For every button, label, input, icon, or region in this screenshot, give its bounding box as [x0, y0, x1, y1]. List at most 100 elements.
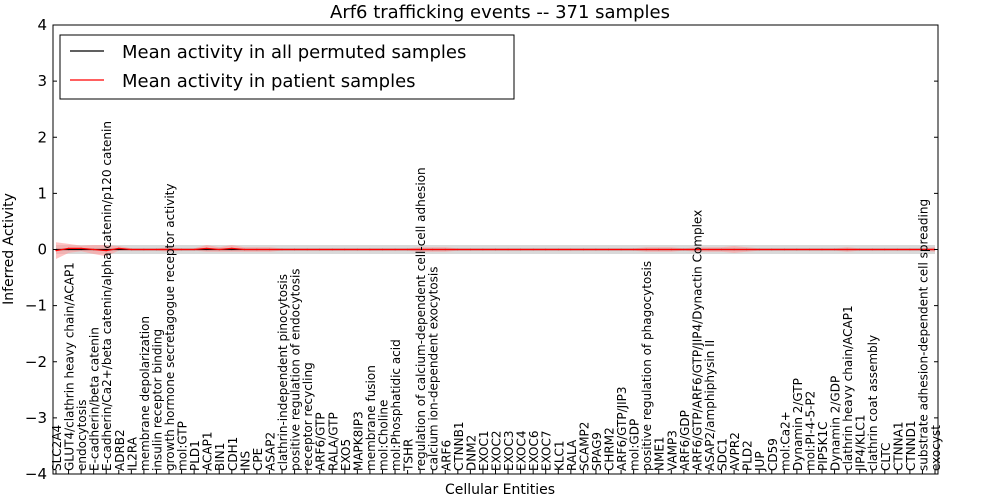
- patient-band: [56, 242, 935, 259]
- patient-point: [708, 248, 710, 251]
- x-tick-label: receptor recycling: [301, 362, 315, 471]
- y-axis-label: Inferred Activity: [1, 193, 17, 305]
- legend-box: [59, 34, 515, 100]
- y-tick-label: 4: [37, 16, 47, 34]
- x-tick-label: Dynamin 2/GDP: [829, 376, 843, 471]
- x-tick-label: ARF6/GDP: [678, 410, 692, 471]
- x-tick-label: ADRB2: [113, 429, 127, 471]
- permuted-point: [118, 248, 120, 251]
- patient-point: [80, 247, 82, 249]
- patient-point: [105, 250, 107, 252]
- patient-point: [746, 248, 748, 251]
- x-tick-label: insulin receptor binding: [151, 329, 165, 471]
- patient-point: [432, 248, 434, 251]
- plot-area: [55, 242, 936, 259]
- x-tick-label: CTNND1: [904, 420, 918, 471]
- x-tick-label: RALA: [565, 439, 579, 471]
- patient-point: [457, 248, 459, 251]
- x-tick-label: PLD1: [188, 440, 202, 471]
- x-tick-label: SPAG9: [590, 432, 604, 471]
- x-tick-label: PLD2: [741, 440, 755, 471]
- patient-point: [55, 250, 57, 252]
- x-tick-label: EXOC6: [527, 431, 541, 472]
- x-tick-label: ARF6/GTP: [314, 412, 328, 471]
- patient-point: [281, 248, 283, 251]
- patient-point: [206, 247, 208, 249]
- x-tick-label: ARF6/GTP/ARF6/GTP/JIP4/Dynactin Complex: [690, 210, 704, 471]
- permuted-point: [105, 248, 107, 251]
- patient-point: [720, 248, 723, 251]
- patient-point: [243, 248, 245, 251]
- patient-point: [633, 248, 635, 251]
- x-tick-label: clathrin-independent pinocytosis: [276, 274, 290, 471]
- x-tick-label: EXO5: [339, 439, 353, 471]
- x-tick-label: ASAP2: [264, 432, 278, 471]
- x-tick-label: growth hormone secretagogue receptor act…: [163, 184, 177, 471]
- patient-point: [67, 247, 70, 249]
- x-tick-label: BIN1: [213, 443, 227, 471]
- x-tick-label: AVPR2: [728, 432, 742, 471]
- x-tick-label: Dynamin 2/GTP: [791, 378, 805, 471]
- patient-point: [143, 248, 145, 251]
- chart-title: Arf6 trafficking events -- 371 samples: [330, 2, 670, 23]
- x-tick-label: mol:PI-4-5-P2: [803, 391, 817, 471]
- x-axis-label: Cellular Entities: [445, 482, 555, 498]
- x-tick-label: ARF6/GTP/JIP3: [615, 386, 629, 471]
- x-tick-label: ARF6: [439, 440, 453, 471]
- x-tick-label: SDC1: [716, 438, 730, 471]
- x-tick-label: EXOC7: [540, 431, 554, 472]
- x-tick-label: GLUT4/clathrin heavy chain/ACAP1: [63, 262, 77, 471]
- patient-point: [331, 248, 333, 251]
- permuted-point: [67, 248, 70, 251]
- x-tick-label: MAPK8IP3: [351, 411, 365, 471]
- x-tick-label: positive regulation of endocytosis: [289, 268, 303, 471]
- x-tick-label: EXOC1: [477, 431, 491, 472]
- patient-point: [771, 248, 773, 251]
- patient-point: [620, 248, 622, 251]
- patient-point: [545, 248, 547, 251]
- x-tick-label: PIP5K1C: [816, 421, 830, 471]
- patient-point: [494, 248, 497, 251]
- patient-point: [670, 248, 672, 251]
- patient-point: [381, 248, 384, 251]
- patient-point: [532, 248, 534, 251]
- patient-point: [394, 248, 396, 251]
- patient-point: [520, 248, 522, 251]
- y-tick-label: −2: [25, 353, 47, 371]
- patient-point: [658, 248, 660, 251]
- x-tick-label: mol:Phosphatidic acid: [389, 339, 403, 471]
- patient-point: [733, 248, 735, 251]
- x-tick-label: EXOC3: [502, 431, 516, 472]
- patient-point: [921, 248, 924, 251]
- y-tick-label: −4: [25, 465, 47, 483]
- patient-point: [846, 248, 848, 251]
- x-tick-label: CTNNA1: [891, 421, 905, 471]
- patient-point: [645, 248, 647, 251]
- patient-point: [256, 248, 258, 251]
- x-tick-label: DNM2: [464, 435, 478, 471]
- x-tick-label: calcium ion-dependent exocytosis: [427, 267, 441, 472]
- patient-point: [884, 248, 886, 251]
- patient-point: [796, 248, 798, 251]
- x-tick-label: ACAP1: [201, 432, 215, 471]
- patient-point: [909, 248, 911, 251]
- patient-point: [469, 248, 471, 251]
- x-tick-label: mol:GTP: [176, 421, 190, 471]
- patient-point: [306, 248, 308, 251]
- x-tick-label: E-cadherin/Ca2+/beta catenin/alpha caten…: [100, 121, 114, 471]
- x-tick-label: substrate adhesion-dependent cell spread…: [916, 199, 930, 471]
- x-tick-label: TSHR: [402, 439, 416, 472]
- x-tick-label: E-cadherin/beta catenin: [88, 327, 102, 471]
- patient-point: [607, 248, 610, 251]
- x-tick-label: NME1: [653, 436, 667, 471]
- legend-label-permuted: Mean activity in all permuted samples: [122, 42, 466, 63]
- x-tick-label: VAMP3: [665, 430, 679, 471]
- x-tick-label: KLC1: [552, 440, 566, 471]
- x-tick-label: EXOC2: [490, 431, 504, 472]
- plot-frame: [52, 24, 939, 475]
- x-tick-label: CPE: [251, 448, 265, 471]
- patient-point: [93, 248, 95, 251]
- patient-point: [482, 248, 484, 251]
- patient-point: [155, 248, 158, 251]
